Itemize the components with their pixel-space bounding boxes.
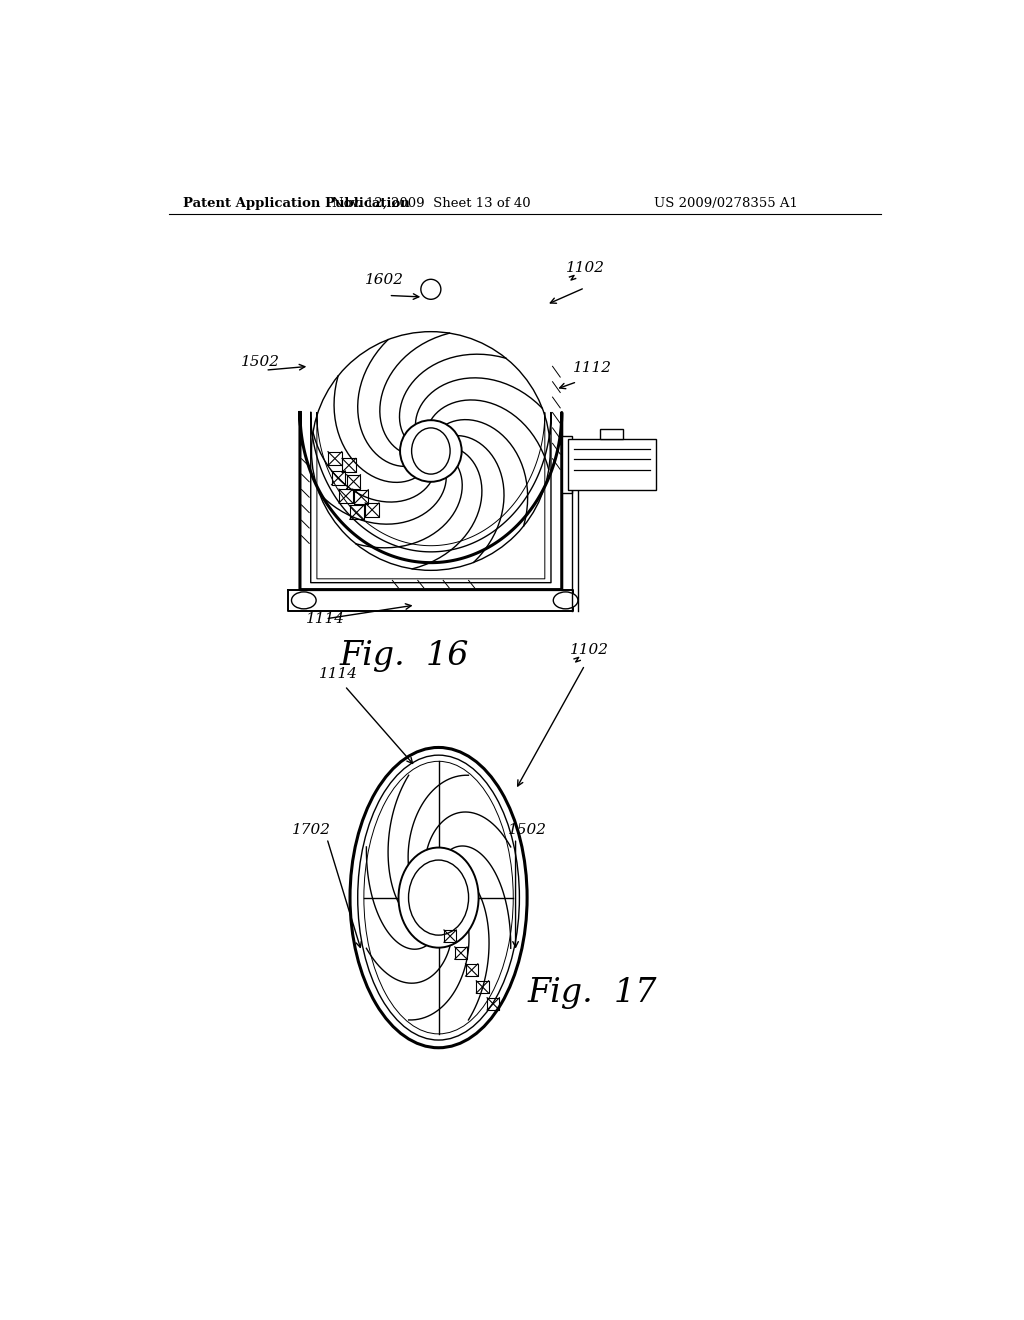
Text: 1602: 1602 [366, 273, 404, 286]
Ellipse shape [350, 747, 527, 1048]
Ellipse shape [398, 847, 478, 948]
Bar [562, 436, 571, 494]
Text: 1102: 1102 [565, 261, 604, 276]
Circle shape [421, 280, 441, 300]
Text: 1502: 1502 [241, 355, 280, 370]
Text: US 2009/0278355 A1: US 2009/0278355 A1 [654, 197, 798, 210]
Bar [600, 429, 624, 440]
Ellipse shape [292, 591, 316, 609]
Text: Fig.  17: Fig. 17 [527, 977, 657, 1008]
Text: Nov. 12, 2009  Sheet 13 of 40: Nov. 12, 2009 Sheet 13 of 40 [332, 197, 530, 210]
Circle shape [400, 420, 462, 482]
Ellipse shape [412, 428, 451, 474]
Bar [568, 440, 656, 490]
Ellipse shape [553, 591, 578, 609]
Text: 1102: 1102 [569, 643, 608, 656]
Text: 1114: 1114 [319, 667, 358, 681]
Text: 1702: 1702 [292, 824, 331, 837]
Text: Fig.  16: Fig. 16 [339, 640, 469, 672]
Text: 1114: 1114 [306, 611, 345, 626]
Text: 1112: 1112 [573, 362, 612, 375]
Text: Patent Application Publication: Patent Application Publication [183, 197, 410, 210]
Text: 1502: 1502 [508, 824, 547, 837]
